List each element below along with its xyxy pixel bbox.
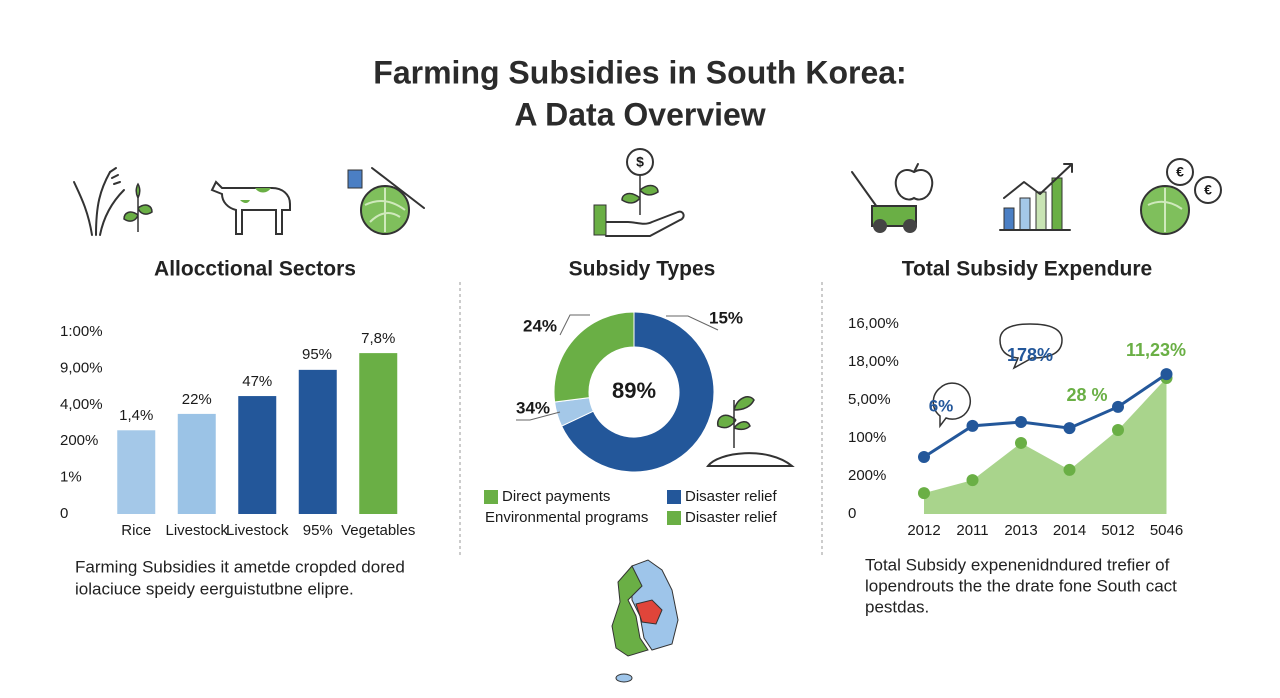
data-label: 24%: [523, 316, 557, 335]
legend-swatch: [667, 490, 681, 504]
description: Farming Subsidies it ametde cropded dore…: [75, 557, 405, 576]
callout: [932, 382, 972, 429]
area: [924, 377, 1167, 514]
description: Total Subsidy expenenidndured trefier of: [865, 555, 1170, 574]
bar: [359, 353, 398, 514]
point: [1112, 424, 1124, 437]
legend-label: Direct payments: [502, 488, 610, 505]
bar: [298, 369, 337, 514]
y-tick-label: 200%: [60, 432, 98, 449]
pie-slice: [560, 311, 715, 473]
bar: [177, 413, 216, 514]
leader-line: [666, 315, 719, 331]
section-title: Allocctional Sectors: [154, 258, 356, 281]
data-label: 22%: [182, 391, 212, 408]
legend-label: Disaster relief: [685, 488, 778, 505]
x-tick-label: 2012: [907, 522, 940, 539]
point: [1015, 436, 1027, 449]
y-tick-label: 9,00%: [60, 359, 103, 376]
legend-label: Environmental programs: [485, 509, 648, 526]
x-tick-label: 2014: [1053, 522, 1086, 539]
y-tick-label: 0: [848, 505, 856, 522]
line: [923, 372, 1168, 459]
point: [1063, 422, 1076, 435]
data-label: 15%: [709, 308, 743, 327]
y-tick-label: 1%: [60, 469, 82, 486]
x-tick-label: 5046: [1150, 522, 1183, 539]
y-tick-label: 18,00%: [848, 353, 899, 370]
point: [918, 451, 930, 463]
point: [966, 474, 979, 487]
data-label: 1,4%: [119, 407, 153, 424]
y-tick-label: 16,00%: [848, 315, 899, 332]
section-title: Total Subsidy Expendure: [902, 258, 1152, 281]
point: [966, 419, 979, 432]
point: [1160, 368, 1173, 381]
x-tick-label: 2011: [956, 522, 988, 539]
y-tick-label: 1:00%: [60, 323, 103, 340]
legend-label: Disaster relief: [685, 509, 778, 526]
svg-text:€: €: [1176, 164, 1184, 180]
data-label: 47%: [242, 373, 272, 390]
description: pestdas.: [865, 597, 929, 616]
x-tick-label: Livestock: [165, 522, 228, 539]
description: lopendrouts the the drate fone South cac…: [865, 576, 1177, 595]
x-tick-label: Livestock: [226, 522, 289, 539]
icons: $ € €: [73, 148, 1222, 683]
point: [1112, 400, 1124, 413]
point: [1063, 463, 1076, 476]
section-title: Subsidy Types: [569, 258, 716, 281]
point: [918, 487, 930, 500]
data-label: 34%: [516, 398, 550, 417]
description: iolaciuce speidy eerguistutbne elipre.: [75, 579, 354, 598]
x-tick-label: 2013: [1004, 522, 1037, 539]
y-tick-label: 100%: [848, 429, 886, 446]
bar: [117, 430, 156, 514]
data-label: 95%: [302, 346, 332, 363]
y-tick-label: 0: [60, 505, 68, 522]
callout: [999, 323, 1063, 370]
annotation: 28 %: [1066, 385, 1107, 405]
y-tick-label: 5,00%: [848, 391, 891, 408]
y-tick-label: 200%: [848, 467, 886, 484]
x-tick-label: 95%: [303, 522, 333, 539]
svg-text:€: €: [1204, 182, 1212, 198]
legend-swatch: [484, 490, 498, 504]
pie-slice: [553, 311, 635, 403]
x-tick-label: 5012: [1101, 522, 1134, 539]
title: Farming Subsidies in South Korea:: [373, 54, 906, 90]
point: [1015, 416, 1027, 429]
center-label: 89%: [612, 378, 656, 403]
leader-line: [516, 411, 561, 421]
data-label: 7,8%: [361, 330, 395, 347]
bar: [238, 396, 277, 514]
y-tick-label: 4,00%: [60, 396, 103, 413]
annotation: 178%: [1007, 345, 1053, 365]
legend-swatch: [667, 511, 681, 525]
x-tick-label: Rice: [121, 522, 151, 539]
annotation: 6%: [929, 396, 954, 415]
annotation: 11,23%: [1126, 340, 1186, 360]
title: A Data Overview: [514, 96, 765, 132]
svg-text:$: $: [636, 154, 644, 170]
x-tick-label: Vegetables: [341, 522, 415, 539]
leader-line: [559, 314, 590, 336]
